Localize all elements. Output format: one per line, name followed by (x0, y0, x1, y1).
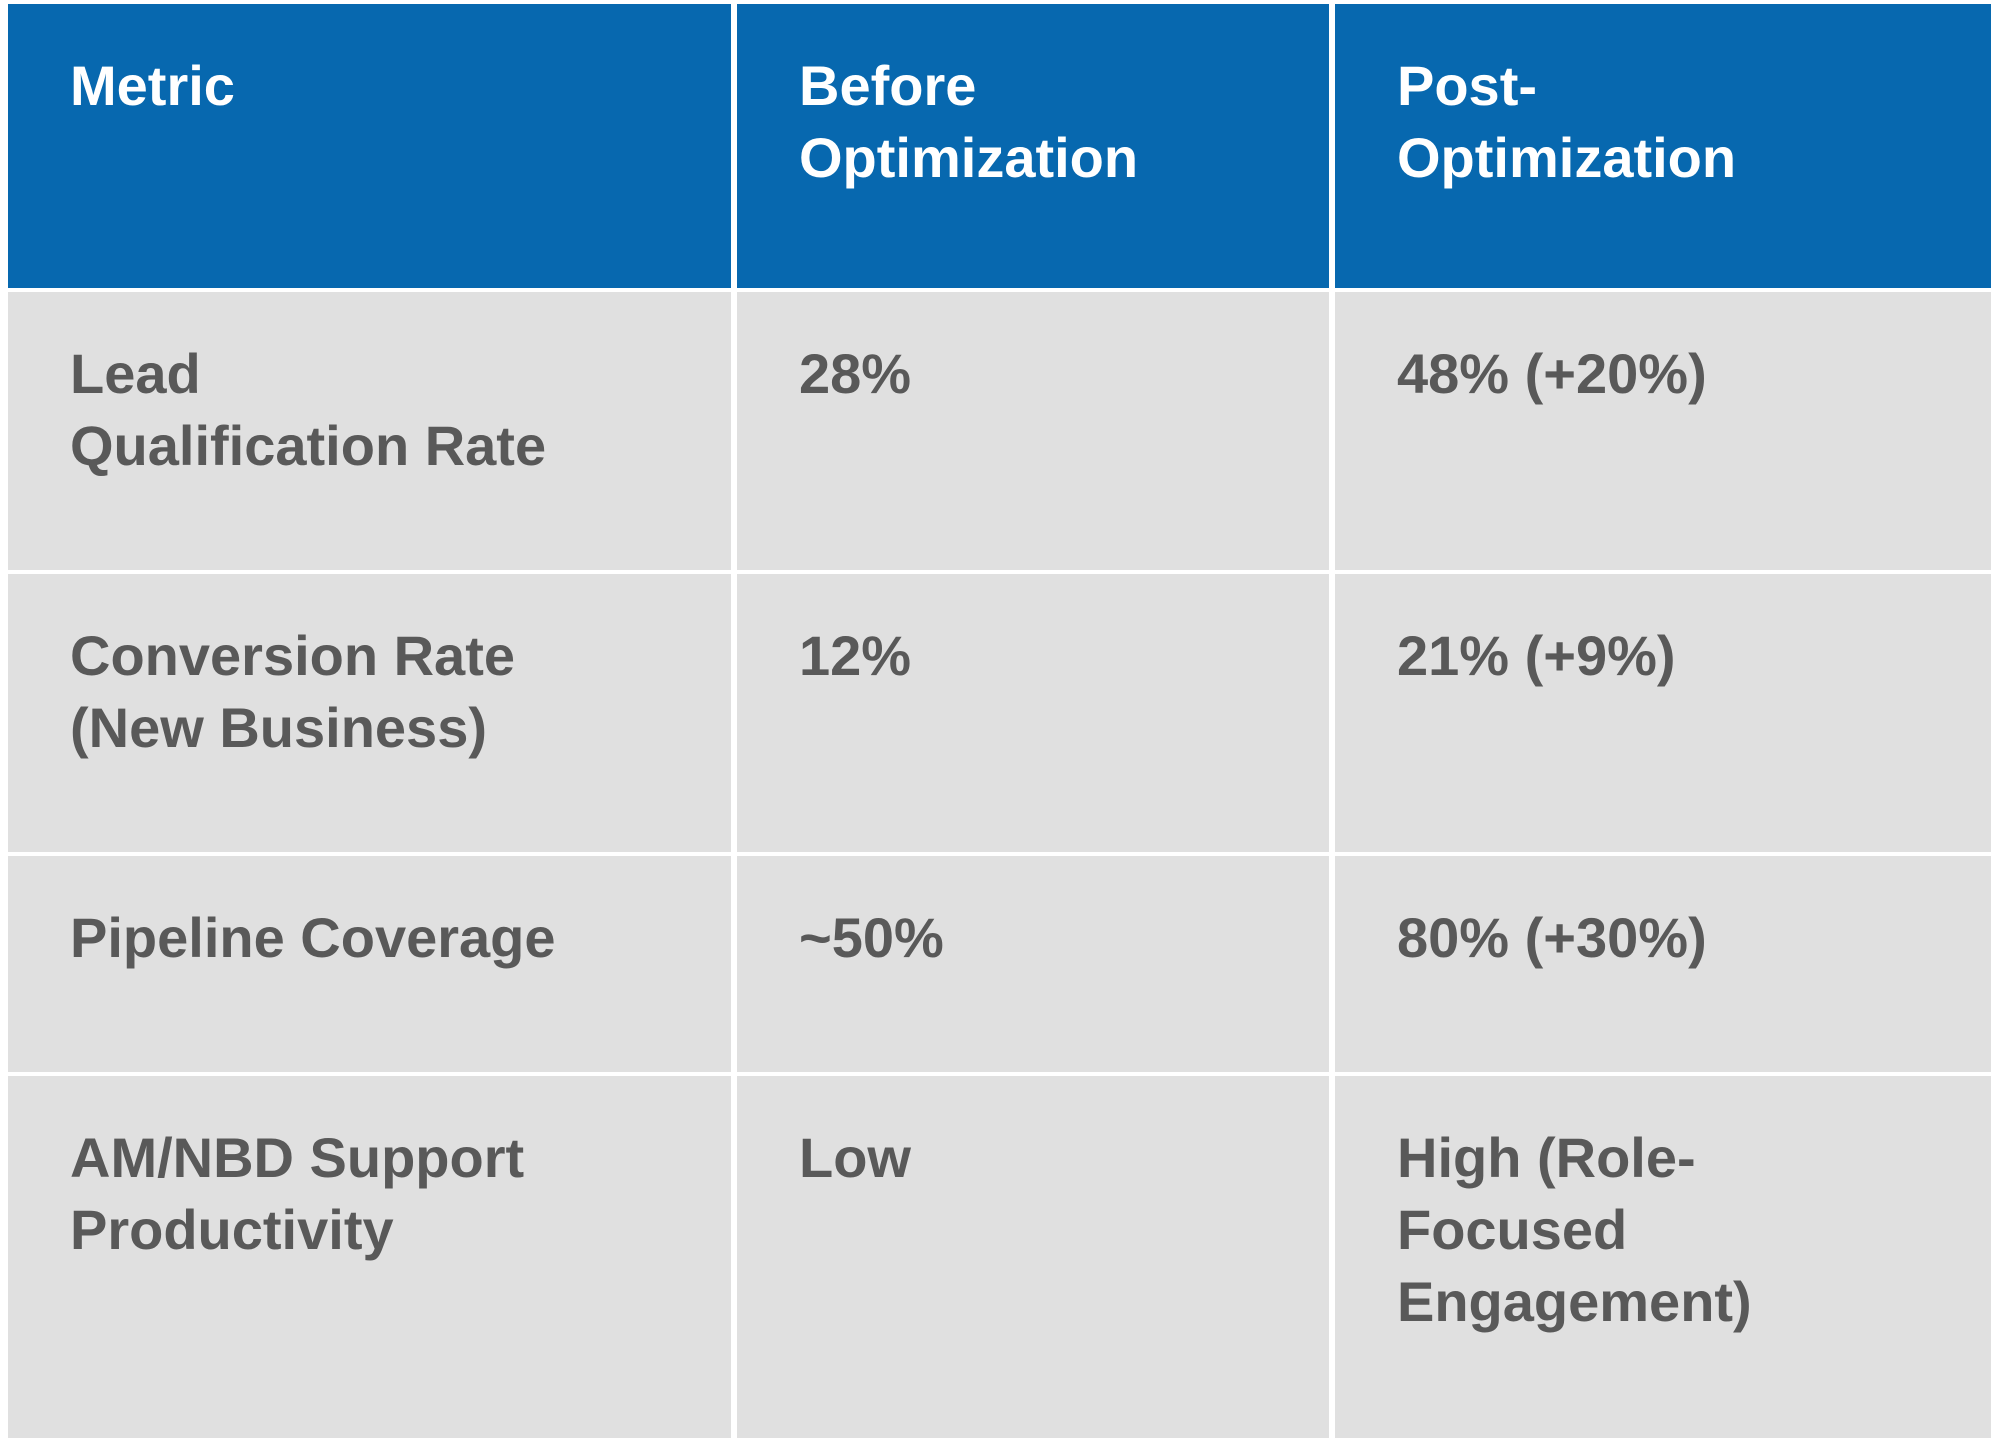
row1-post-cell: 48% (+20%) (1335, 292, 1991, 570)
metrics-table: Metric Before Optimization Post- Optimiz… (8, 4, 1991, 1438)
row3-post-cell: 80% (+30%) (1335, 856, 1991, 1072)
row2-metric-cell: Conversion Rate (New Business) (8, 574, 731, 852)
header-cell-metric: Metric (8, 4, 731, 288)
row1-metric-cell: Lead Qualification Rate (8, 292, 731, 570)
header-cell-post-optimization: Post- Optimization (1335, 4, 1991, 288)
row3-before-cell: ~50% (737, 856, 1329, 1072)
row4-before-cell: Low (737, 1076, 1329, 1438)
table-grid: Metric Before Optimization Post- Optimiz… (8, 4, 1991, 1438)
row1-before-cell: 28% (737, 292, 1329, 570)
row3-metric-cell: Pipeline Coverage (8, 856, 731, 1072)
row4-metric-cell: AM/NBD Support Productivity (8, 1076, 731, 1438)
row2-before-cell: 12% (737, 574, 1329, 852)
header-cell-before-optimization: Before Optimization (737, 4, 1329, 288)
row2-post-cell: 21% (+9%) (1335, 574, 1991, 852)
row4-post-cell: High (Role- Focused Engagement) (1335, 1076, 1991, 1438)
